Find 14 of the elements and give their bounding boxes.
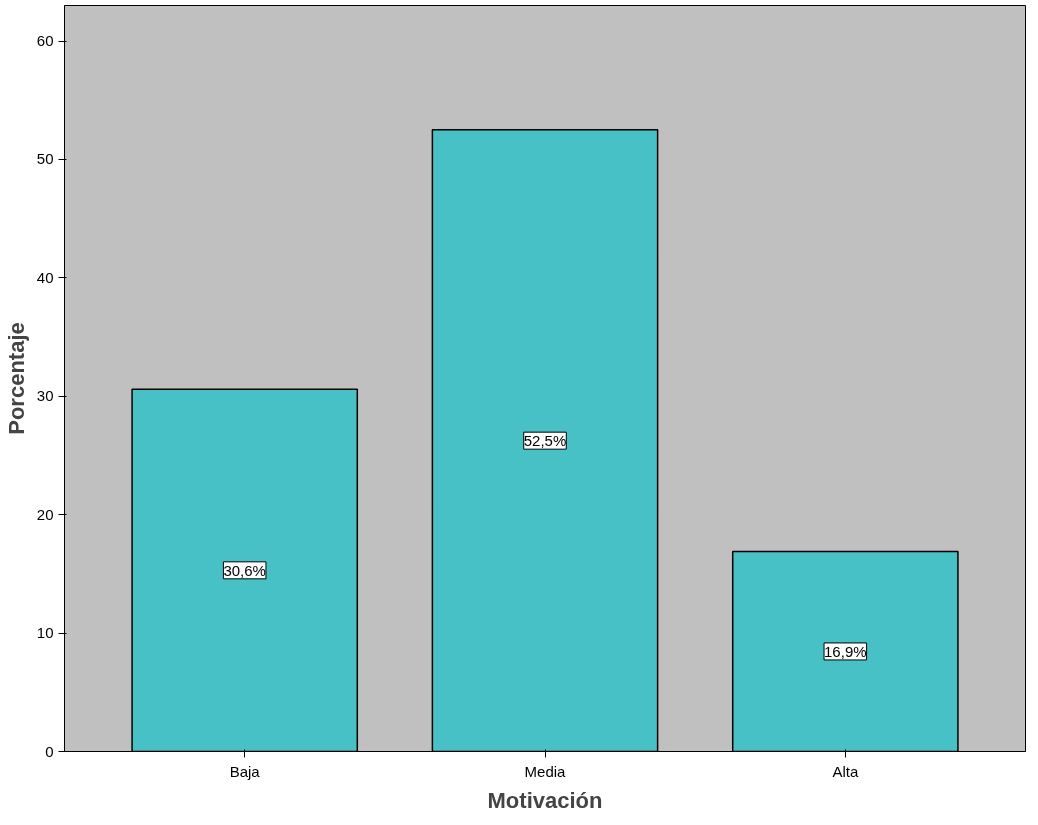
x-axis-title: Motivación <box>487 787 603 813</box>
y-tick-label: 10 <box>36 624 54 642</box>
y-tick-label: 30 <box>36 387 54 405</box>
y-tick-label: 60 <box>36 32 54 50</box>
y-tick-label: 0 <box>45 742 54 760</box>
data-label: 52,5% <box>523 432 567 450</box>
y-axis-title: Porcentaje <box>3 322 29 435</box>
y-tick-label: 50 <box>36 150 54 168</box>
x-tick-label: Media <box>524 762 567 780</box>
y-tick-label: 20 <box>36 505 54 523</box>
y-tick-label: 40 <box>36 268 54 286</box>
x-tick-label: Baja <box>229 762 261 780</box>
x-tick-label: Alta <box>832 762 859 780</box>
data-label: 16,9% <box>824 642 867 660</box>
